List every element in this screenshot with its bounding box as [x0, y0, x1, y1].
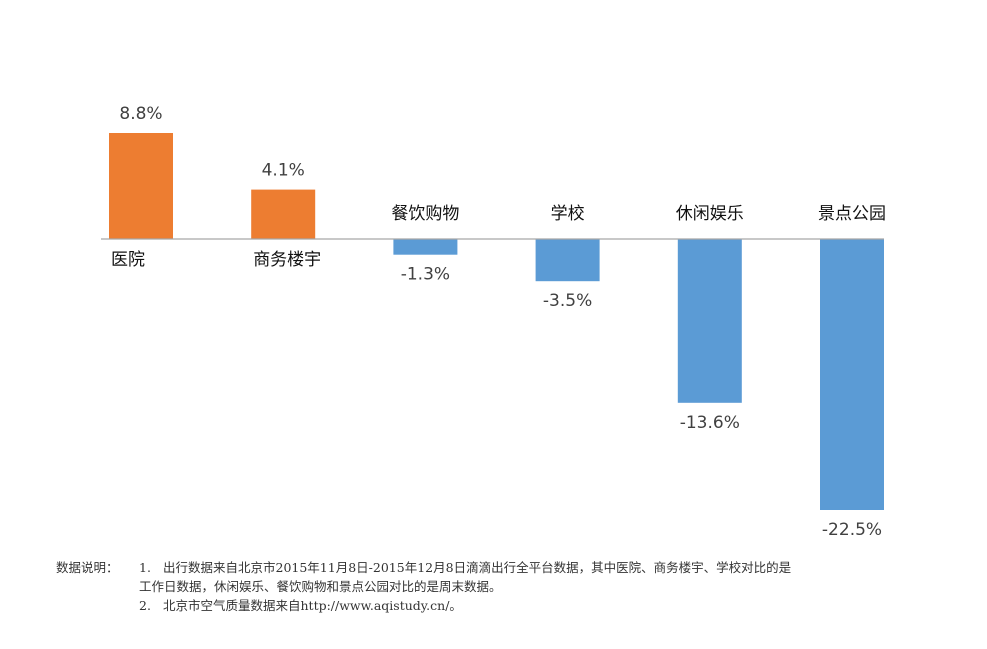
bar-4	[535, 239, 600, 282]
bar-5	[677, 239, 742, 403]
bar-6	[820, 239, 884, 510]
category-label-6: 景点公园	[818, 204, 886, 224]
footnote-indent	[56, 596, 139, 615]
footnote-text: 出行数据来自北京市2015年11月8日-2015年12月8日滴滴出行全平台数据，…	[163, 560, 792, 575]
bars-group	[109, 133, 884, 510]
category-label-1: 医院	[111, 250, 145, 270]
footnote-item-2: 2. 北京市空气质量数据来自http://www.aqistudy.cn/。	[56, 596, 976, 615]
bar-1	[109, 133, 173, 239]
footnote-prefix: 数据说明：	[56, 560, 119, 575]
bar-2	[251, 189, 316, 239]
footnote-text: 工作日数据，休闲娱乐、餐饮购物和景点公园对比的是周末数据。	[139, 579, 502, 594]
bar-chart: 8.8% 医院 4.1% 商务楼宇 -1.3% 餐饮购物 -3.5% 学校 -13.6% 休闲娱乐…	[101, 104, 886, 540]
footnote-item-1-continued: 工作日数据，休闲娱乐、餐饮购物和景点公园对比的是周末数据。	[56, 577, 976, 596]
value-label-3: -1.3%	[401, 265, 450, 285]
footnote-text: 北京市空气质量数据来自http://www.aqistudy.cn/。	[163, 598, 462, 613]
category-label-2: 商务楼宇	[253, 250, 321, 270]
category-label-4: 学校	[551, 204, 585, 224]
value-label-5: -13.6%	[680, 413, 740, 433]
category-label-5: 休闲娱乐	[676, 204, 744, 224]
value-label-2: 4.1%	[262, 161, 305, 181]
category-label-3: 餐饮购物	[391, 204, 459, 224]
footnote-number: 2.	[139, 598, 151, 613]
value-label-6: -22.5%	[822, 520, 882, 540]
labels-group: 8.8% 医院 4.1% 商务楼宇 -1.3% 餐饮购物 -3.5% 学校 -13.6% 休闲娱乐…	[111, 104, 886, 540]
footnote: 数据说明： 1. 出行数据来自北京市2015年11月8日-2015年12月8日滴…	[56, 558, 976, 615]
footnote-number: 1.	[139, 560, 151, 575]
footnote-indent	[56, 577, 139, 596]
value-label-4: -3.5%	[543, 291, 592, 311]
value-label-1: 8.8%	[119, 104, 162, 124]
bar-3	[393, 239, 458, 255]
footnote-item-1: 数据说明： 1. 出行数据来自北京市2015年11月8日-2015年12月8日滴…	[56, 558, 976, 577]
